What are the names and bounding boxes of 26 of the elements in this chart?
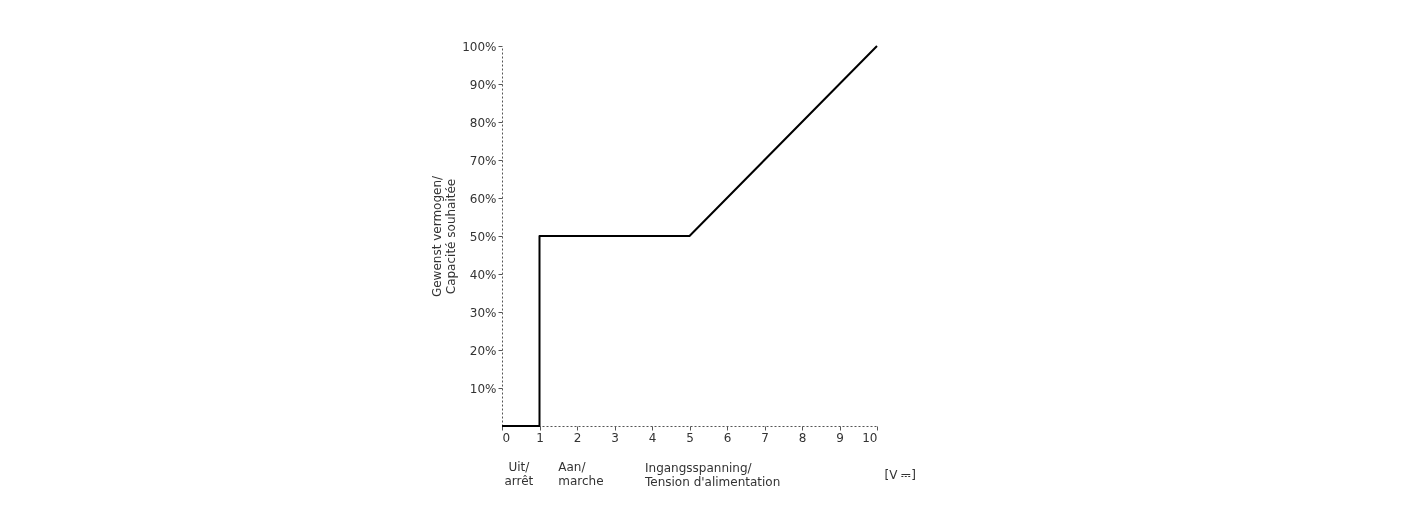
x-tick-label: 10 — [862, 430, 878, 445]
y-tick-label: 50% — [469, 229, 497, 244]
text: Aan/ marche — [558, 460, 604, 488]
y-tick-label: 100% — [462, 39, 497, 54]
y-tick-label: 30% — [469, 305, 497, 320]
x-tick-label: 0 — [502, 430, 511, 445]
x-tick-label: 3 — [611, 430, 619, 445]
x-tick-label: 5 — [686, 430, 694, 445]
y-tick-label: 10% — [469, 381, 497, 396]
x-axis-title: Ingangsspanning/ Tension d'alimentation — [644, 460, 781, 489]
y-tick-label: 60% — [469, 191, 497, 206]
y-tick-label: 40% — [469, 267, 497, 282]
x-tick-label: 9 — [836, 430, 844, 445]
y-tick-label: 70% — [469, 153, 497, 168]
x-tick-label: 7 — [761, 430, 769, 445]
x-tick-label: 8 — [798, 430, 807, 445]
y-tick-label: 80% — [469, 115, 497, 130]
y-axis-title: Gewenst vermogen/ Capacité souhaitée — [430, 174, 459, 298]
text: Uit/ arrêt — [504, 460, 534, 488]
text: [V ⎓] — [884, 468, 916, 482]
x-tick-label: 6 — [723, 430, 732, 445]
y-tick-label: 20% — [469, 343, 497, 358]
x-tick-label: 1 — [536, 430, 544, 445]
x-tick-label: 2 — [573, 430, 582, 445]
x-tick-label: 4 — [648, 430, 657, 445]
y-tick-label: 90% — [469, 77, 497, 92]
